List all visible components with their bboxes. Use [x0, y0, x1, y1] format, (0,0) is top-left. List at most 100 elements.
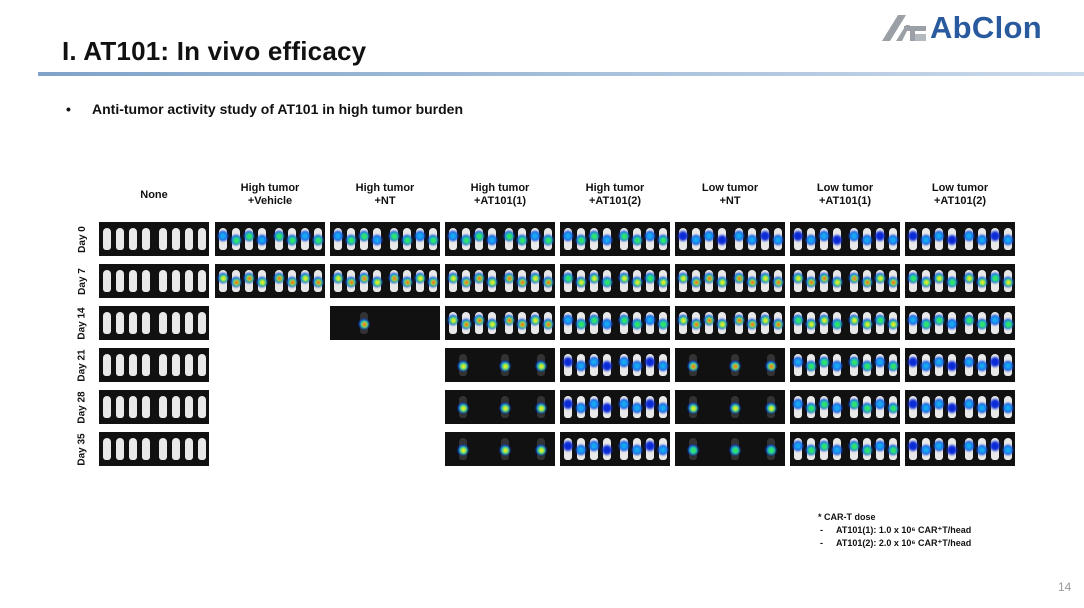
imaging-panel — [905, 390, 1015, 424]
mouse-silhouette — [185, 354, 193, 376]
bullet-text: Anti-tumor activity study of AT101 in hi… — [92, 101, 464, 117]
column-header-line1: High tumor — [470, 182, 530, 194]
mouse-silhouette — [129, 228, 137, 250]
imaging-panel — [905, 264, 1015, 298]
row-label-text: Day 14 — [76, 306, 88, 340]
column-header-line2: +Vehicle — [247, 195, 293, 207]
column-header-line1: High tumor — [240, 182, 300, 194]
signal-blob — [603, 236, 611, 244]
row-label-text: Day 35 — [76, 432, 88, 466]
signal-blob — [733, 364, 737, 368]
signal-blob — [851, 317, 857, 323]
signal-blob — [538, 405, 544, 411]
signal-blob — [245, 232, 253, 240]
signal-blob — [392, 276, 396, 280]
imaging-panel — [99, 264, 209, 298]
signal-blob — [909, 316, 917, 324]
signal-blob — [475, 232, 483, 240]
signal-blob — [633, 362, 641, 370]
row-label-text: Day 0 — [76, 225, 88, 253]
logo-text: AbClon — [930, 10, 1042, 45]
signal-blob — [416, 232, 424, 240]
signal-blob — [659, 404, 667, 412]
signal-blob — [564, 274, 572, 282]
signal-blob — [767, 446, 775, 454]
signal-blob — [590, 232, 598, 240]
signal-blob — [852, 276, 856, 280]
column-header: High tumor +NT — [329, 182, 441, 208]
mouse-silhouette — [159, 438, 167, 460]
signal-blob — [645, 357, 655, 367]
imaging-panel — [675, 306, 785, 340]
signal-blob — [502, 363, 508, 369]
signal-blob — [659, 362, 667, 370]
signal-blob — [850, 232, 858, 240]
column-header: Low tumor +AT101(1) — [789, 182, 901, 208]
mouse-silhouette — [172, 438, 180, 460]
signal-blob — [707, 318, 711, 322]
imaging-panel — [560, 348, 670, 382]
mouse-silhouette — [103, 354, 111, 376]
signal-blob — [833, 404, 841, 412]
signal-blob — [563, 441, 573, 451]
signal-blob — [807, 362, 815, 370]
signal-blob — [505, 232, 513, 240]
signal-blob — [349, 280, 353, 284]
signal-blob — [922, 236, 930, 244]
signal-blob — [347, 236, 355, 244]
mouse-silhouette — [172, 270, 180, 292]
signal-blob — [990, 357, 1000, 367]
row-label: Day 14 — [70, 306, 94, 340]
dose-note-text: AT101(2): 2.0 x 10⁶ CAR⁺T/head — [836, 538, 972, 548]
signal-blob — [577, 404, 585, 412]
signal-blob — [577, 446, 585, 454]
dose-note: * CAR-T dose - AT101(1): 1.0 x 10⁶ CAR⁺T… — [818, 511, 971, 550]
signal-blob — [936, 275, 942, 281]
signal-blob — [531, 232, 539, 240]
signal-blob — [965, 400, 973, 408]
signal-blob — [431, 280, 435, 284]
column-header: High tumor +AT101(1) — [444, 182, 556, 208]
signal-blob — [876, 358, 884, 366]
signal-blob — [564, 316, 572, 324]
dose-note-item: - AT101(1): 1.0 x 10⁶ CAR⁺T/head — [818, 524, 971, 537]
imaging-panel — [560, 390, 670, 424]
signal-blob — [990, 231, 1000, 241]
signal-blob — [891, 280, 895, 284]
signal-blob — [821, 317, 827, 323]
signal-blob — [362, 322, 366, 326]
mouse-silhouette — [129, 270, 137, 292]
imaging-panel — [445, 306, 555, 340]
signal-blob — [646, 232, 654, 240]
signal-blob — [563, 357, 573, 367]
signal-blob — [750, 322, 754, 326]
column-header-line1: Low tumor — [931, 182, 989, 194]
signal-blob — [795, 275, 801, 281]
mouse-silhouette — [116, 228, 124, 250]
signal-blob — [990, 441, 1000, 451]
signal-blob — [602, 445, 612, 455]
signal-blob — [602, 403, 612, 413]
imaging-panel — [560, 306, 670, 340]
mouse-silhouette — [172, 354, 180, 376]
imaging-panel — [790, 348, 900, 382]
row-label: Day 7 — [70, 264, 94, 298]
signal-blob — [507, 276, 511, 280]
signal-blob — [864, 321, 870, 327]
signal-blob — [1004, 362, 1012, 370]
imaging-panel — [445, 222, 555, 256]
mouse-silhouette — [159, 228, 167, 250]
mouse-silhouette — [198, 270, 206, 292]
imaging-panel — [790, 264, 900, 298]
signal-blob — [694, 280, 698, 284]
imaging-panel — [675, 222, 785, 256]
mouse-silhouette — [172, 396, 180, 418]
signal-blob — [633, 404, 641, 412]
signal-blob — [659, 320, 667, 328]
signal-blob — [502, 447, 508, 453]
signal-blob — [694, 322, 698, 326]
signal-blob — [1005, 279, 1011, 285]
signal-blob — [460, 447, 466, 453]
signal-blob — [450, 275, 456, 281]
imaging-panel — [99, 432, 209, 466]
